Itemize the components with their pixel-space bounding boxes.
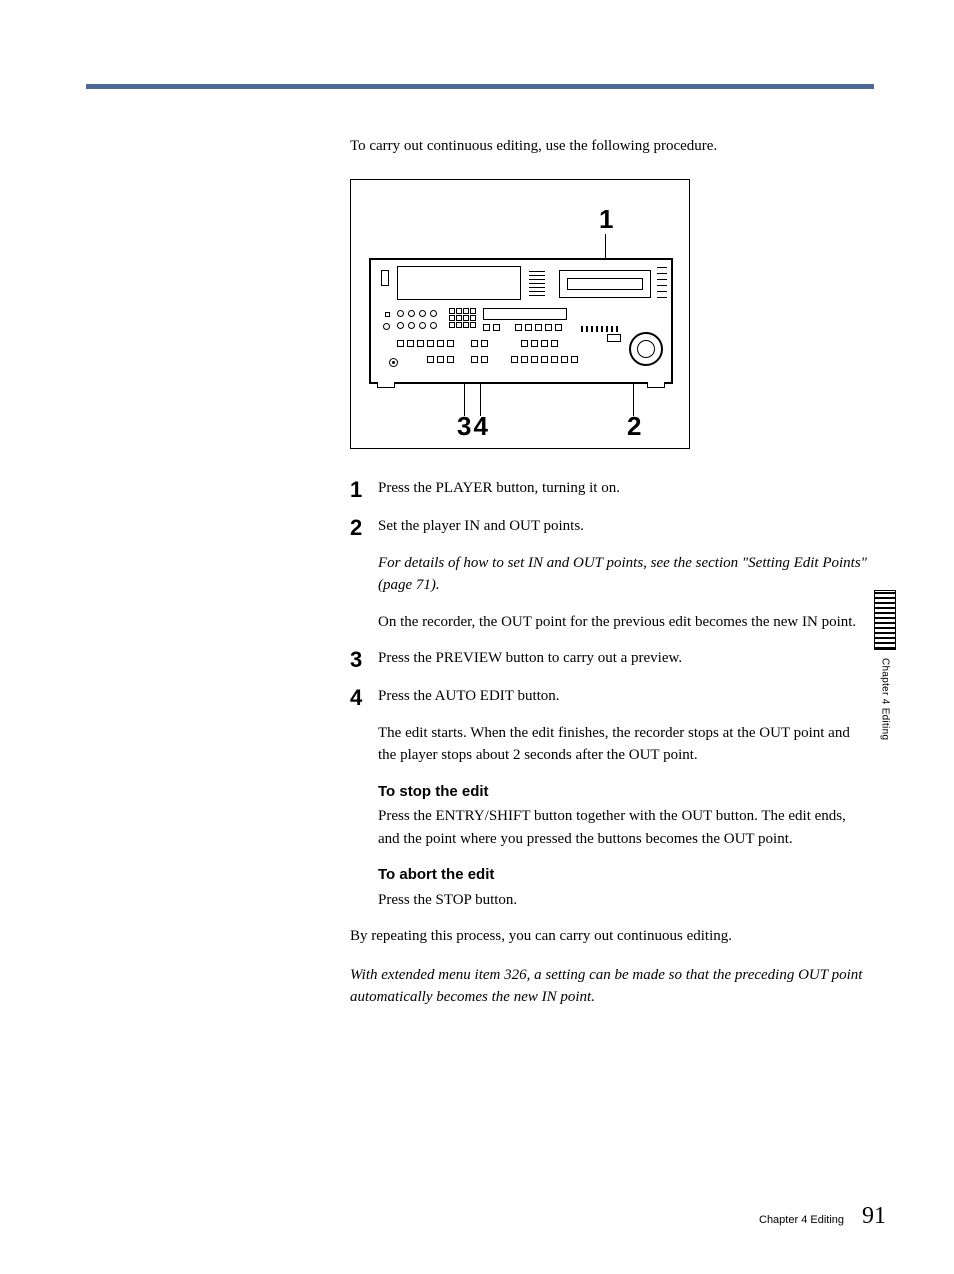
page-footer: Chapter 4 Editing 91 (759, 1203, 886, 1230)
footer-page-number: 91 (862, 1203, 886, 1230)
footer-chapter: Chapter 4 Editing (759, 1214, 844, 1226)
step-paragraph: Press the AUTO EDIT button. (378, 685, 870, 708)
button-row (471, 340, 488, 347)
phones-jack-icon (389, 358, 398, 367)
step-body: Press the PREVIEW button to carry out a … (378, 647, 870, 670)
button-row (515, 324, 562, 331)
step-number: 2 (350, 515, 378, 539)
step-paragraph: Press the PREVIEW button to carry out a … (378, 647, 870, 670)
knob-row-2 (397, 322, 437, 329)
step-paragraph: Press the ENTRY/SHIFT button together wi… (378, 805, 870, 850)
foot-left (377, 382, 395, 388)
callout-1: 1 (599, 204, 613, 235)
vtr-device-diagram (369, 258, 673, 384)
callout-2: 2 (627, 411, 641, 442)
cassette-slot-inner (567, 278, 643, 290)
step-paragraph: Set the player IN and OUT points. (378, 515, 870, 538)
leader-1 (605, 234, 606, 260)
section-rule (86, 84, 874, 89)
step-number: 3 (350, 647, 378, 671)
closing-note: With extended menu item 326, a setting c… (350, 964, 870, 1009)
button-row (511, 356, 578, 363)
indicator-strip (581, 326, 621, 332)
step-paragraph: Press the STOP button. (378, 889, 870, 912)
callout-34: 34 (457, 411, 490, 442)
power-switch-icon (381, 270, 389, 286)
procedure-steps: 1Press the PLAYER button, turning it on.… (350, 477, 870, 911)
step-item: 3Press the PREVIEW button to carry out a… (350, 647, 870, 671)
foot-right (647, 382, 665, 388)
page-content: To carry out continuous editing, use the… (350, 138, 870, 1025)
indicator-block (607, 334, 621, 342)
led-icon (385, 312, 390, 317)
side-indicators (657, 266, 667, 298)
step-body: Set the player IN and OUT points. For det… (378, 515, 870, 633)
knob-row-1 (397, 310, 437, 317)
button-row (397, 340, 454, 347)
step-body: Press the AUTO EDIT button. The edit star… (378, 685, 870, 911)
step-paragraph: On the recorder, the OUT point for the p… (378, 611, 870, 634)
step-subheading: To stop the edit (378, 781, 870, 804)
step-paragraph: Press the PLAYER button, turning it on. (378, 477, 870, 500)
closing-block: By repeating this process, you can carry… (350, 925, 870, 1009)
step-paragraph: The edit starts. When the edit finishes,… (378, 722, 870, 767)
button-grid (449, 308, 476, 328)
device-figure: 1 (350, 179, 690, 449)
closing-text: By repeating this process, you can carry… (350, 925, 870, 948)
button-row (427, 356, 454, 363)
step-number: 4 (350, 685, 378, 709)
side-chapter-label: Chapter 4 Editing (880, 658, 891, 740)
side-tab: Chapter 4 Editing (874, 590, 896, 740)
lcd-screen (397, 266, 521, 300)
thumb-index-icon (874, 590, 896, 650)
jog-dial-icon (629, 332, 663, 366)
meter-bars (529, 268, 545, 296)
step-item: 2Set the player IN and OUT points. For de… (350, 515, 870, 633)
step-number: 1 (350, 477, 378, 501)
step-body: Press the PLAYER button, turning it on. (378, 477, 870, 500)
button-row (471, 356, 488, 363)
button-row (483, 324, 500, 331)
intro-text: To carry out continuous editing, use the… (350, 138, 870, 155)
led-circle-icon (383, 323, 390, 330)
step-item: 4Press the AUTO EDIT button. The edit sta… (350, 685, 870, 911)
display-panel (483, 308, 567, 320)
step-item: 1Press the PLAYER button, turning it on. (350, 477, 870, 501)
step-subheading: To abort the edit (378, 864, 870, 887)
button-row (521, 340, 558, 347)
step-paragraph: For details of how to set IN and OUT poi… (378, 552, 870, 597)
